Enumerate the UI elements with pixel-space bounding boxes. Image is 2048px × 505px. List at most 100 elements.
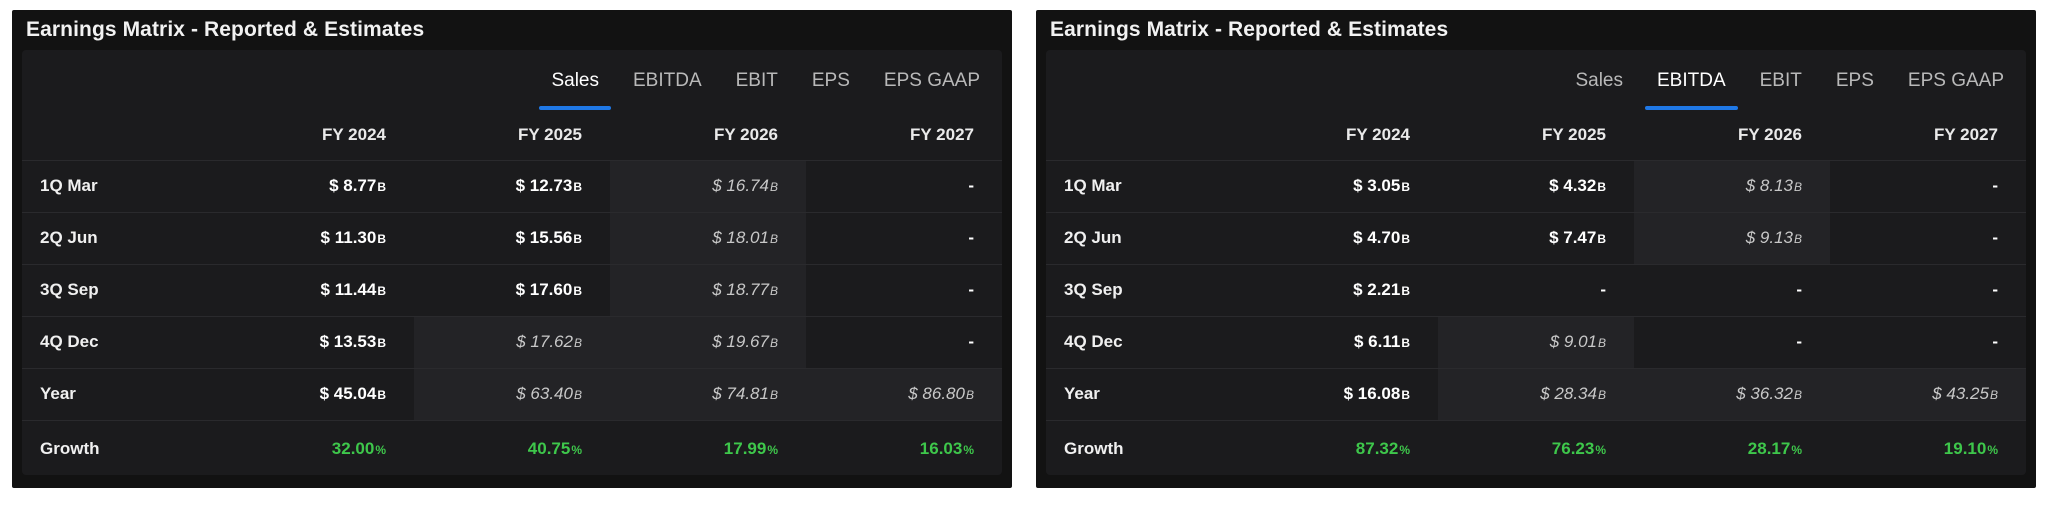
cell-unit: B [769, 284, 778, 298]
growth-cell[interactable]: 87.32% [1242, 420, 1438, 475]
value-cell[interactable]: $ 74.81B [610, 368, 806, 421]
earnings-card: Sales EBITDA EBIT EPS EPS GAAP FY 2024 F… [22, 50, 1002, 475]
cell-unit: B [573, 388, 582, 402]
value-cell[interactable]: $ 6.11B [1242, 316, 1438, 369]
value-cell[interactable]: - [1634, 316, 1830, 369]
value-cell[interactable]: $ 4.32B [1438, 160, 1634, 213]
cell-value: $ 8.77 [329, 176, 377, 195]
cell-value: - [1600, 280, 1606, 299]
value-cell[interactable]: $ 17.60B [414, 264, 610, 317]
value-cell[interactable]: $ 45.04B [218, 368, 414, 421]
growth-cell[interactable]: 76.23% [1438, 420, 1634, 475]
cell-unit: B [965, 388, 974, 402]
value-cell[interactable]: $ 2.21B [1242, 264, 1438, 317]
growth-cell[interactable]: 19.10% [1830, 420, 2026, 475]
tab-eps[interactable]: EPS [811, 70, 850, 91]
cell-value: $ 9.13 [1745, 228, 1793, 247]
row-label: Growth [40, 439, 100, 459]
value-cell[interactable]: $ 15.56B [414, 212, 610, 265]
growth-row: Growth 87.32% 76.23% 28.17% 19.10% [1046, 420, 2026, 475]
cell-value: $ 28.34 [1540, 384, 1597, 403]
value-cell[interactable]: - [806, 160, 1002, 213]
row-label: 4Q Dec [22, 316, 218, 369]
table-body: 1Q Mar $ 8.77B $ 12.73B $ 16.74B -2Q Jun $ 11… [22, 160, 1002, 475]
value-cell[interactable]: $ 8.13B [1634, 160, 1830, 213]
growth-value: 32.00 [331, 439, 375, 459]
table-row: 3Q Sep $ 11.44B $ 17.60B $ 18.77B - [22, 264, 1002, 317]
value-cell[interactable]: - [806, 316, 1002, 369]
cell-unit: B [769, 336, 778, 350]
table-row: 1Q Mar $ 8.77B $ 12.73B $ 16.74B - [22, 160, 1002, 213]
cell-value: $ 19.67 [712, 332, 769, 351]
value-cell[interactable]: $ 8.77B [218, 160, 414, 213]
cell-unit: B [1401, 336, 1410, 350]
tab-sales[interactable]: Sales [1575, 70, 1623, 91]
value-cell[interactable]: $ 28.34B [1438, 368, 1634, 421]
cell-value: - [1992, 228, 1998, 247]
value-cell[interactable]: - [1634, 264, 1830, 317]
cell-value: $ 6.11 [1354, 332, 1401, 351]
value-cell[interactable]: - [1830, 160, 2026, 213]
growth-cell[interactable]: 16.03% [806, 420, 1002, 475]
row-label: Year [1046, 368, 1242, 421]
header-blank [1046, 110, 1242, 161]
value-cell[interactable]: $ 16.74B [610, 160, 806, 213]
tab-eps-gaap[interactable]: EPS GAAP [883, 70, 980, 91]
row-label: Growth [1064, 439, 1124, 459]
cell-unit: B [377, 388, 386, 402]
column-header: FY 2024 [218, 110, 414, 161]
earnings-card: Sales EBITDA EBIT EPS EPS GAAP FY 2024 F… [1046, 50, 2026, 475]
earnings-matrix-panel-sales: Earnings Matrix - Reported & Estimates S… [12, 10, 1012, 488]
cell-unit: B [573, 180, 582, 194]
cell-value: $ 4.70 [1353, 228, 1401, 247]
value-cell[interactable]: $ 86.80B [806, 368, 1002, 421]
value-cell[interactable]: - [1830, 264, 2026, 317]
cell-value: $ 17.60 [515, 280, 573, 299]
value-cell[interactable]: $ 4.70B [1242, 212, 1438, 265]
value-cell[interactable]: $ 16.08B [1242, 368, 1438, 421]
growth-cell[interactable]: 17.99% [610, 420, 806, 475]
value-cell[interactable]: $ 43.25B [1830, 368, 2026, 421]
value-cell[interactable]: - [1830, 212, 2026, 265]
value-cell[interactable]: $ 13.53B [218, 316, 414, 369]
tab-ebit[interactable]: EBIT [1759, 70, 1802, 91]
cell-value: $ 11.30 [320, 228, 377, 247]
value-cell[interactable]: $ 11.44B [218, 264, 414, 317]
growth-unit: % [375, 443, 386, 458]
value-cell[interactable]: - [806, 264, 1002, 317]
cell-value: $ 36.32 [1736, 384, 1793, 403]
growth-cell[interactable]: 40.75% [414, 420, 610, 475]
value-cell[interactable]: - [1830, 316, 2026, 369]
tab-ebit[interactable]: EBIT [735, 70, 778, 91]
cell-value: $ 18.01 [712, 228, 769, 247]
tab-ebitda[interactable]: EBITDA [1645, 64, 1738, 110]
value-cell[interactable]: $ 19.67B [610, 316, 806, 369]
value-cell[interactable]: $ 18.01B [610, 212, 806, 265]
cell-value: $ 63.40 [516, 384, 573, 403]
value-cell[interactable]: $ 17.62B [414, 316, 610, 369]
value-cell[interactable]: $ 18.77B [610, 264, 806, 317]
value-cell[interactable]: - [806, 212, 1002, 265]
column-header: FY 2026 [610, 110, 806, 161]
value-cell[interactable]: $ 9.13B [1634, 212, 1830, 265]
tab-eps-gaap[interactable]: EPS GAAP [1907, 70, 2004, 91]
header-blank [22, 110, 218, 161]
growth-cell[interactable]: 28.17% [1634, 420, 1830, 475]
value-cell[interactable]: $ 36.32B [1634, 368, 1830, 421]
value-cell[interactable]: - [1438, 264, 1634, 317]
tab-ebitda[interactable]: EBITDA [633, 70, 702, 91]
table-header-row: FY 2024 FY 2025 FY 2026 FY 2027 [22, 110, 1002, 161]
value-cell[interactable]: $ 11.30B [218, 212, 414, 265]
value-cell[interactable]: $ 7.47B [1438, 212, 1634, 265]
growth-cell[interactable]: 32.00% [218, 420, 414, 475]
tab-eps[interactable]: EPS [1835, 70, 1874, 91]
row-label: 4Q Dec [1046, 316, 1242, 369]
value-cell[interactable]: $ 63.40B [414, 368, 610, 421]
tab-sales[interactable]: Sales [539, 64, 611, 110]
value-cell[interactable]: $ 3.05B [1242, 160, 1438, 213]
metric-tabs: Sales EBITDA EBIT EPS EPS GAAP [1046, 50, 2026, 110]
cell-unit: B [1793, 232, 1802, 246]
value-cell[interactable]: $ 9.01B [1438, 316, 1634, 369]
value-cell[interactable]: $ 12.73B [414, 160, 610, 213]
